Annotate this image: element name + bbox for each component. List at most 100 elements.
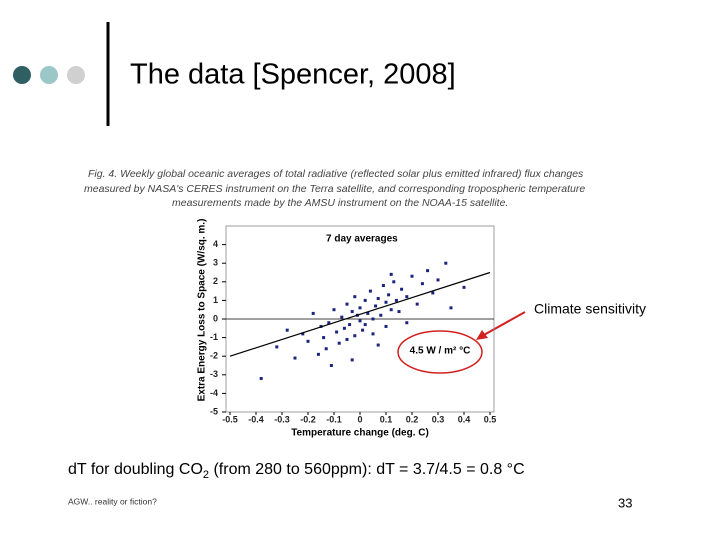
point	[316, 352, 320, 356]
highlight-ellipse	[397, 330, 483, 374]
point	[381, 284, 385, 288]
point	[363, 298, 367, 302]
point	[394, 298, 398, 302]
point	[345, 337, 349, 341]
x-tick-label: -0.1	[326, 414, 342, 424]
x-tick-label: -0.4	[248, 414, 264, 424]
y-axis-label: Extra Energy Loss to Space (W/sq. m.)	[197, 219, 208, 402]
point	[327, 321, 331, 325]
point	[371, 317, 375, 321]
point	[415, 302, 419, 306]
point	[353, 295, 357, 299]
chart-subtitle: 7 day averages	[326, 234, 398, 245]
point	[324, 347, 328, 351]
point	[384, 324, 388, 328]
subscript: 2	[203, 469, 209, 481]
point	[371, 332, 375, 336]
x-tick-label: -0.5	[222, 414, 238, 424]
point	[342, 326, 346, 330]
point	[444, 261, 448, 265]
point	[379, 313, 383, 317]
arrow	[481, 311, 526, 337]
point	[426, 269, 430, 273]
point	[389, 272, 393, 276]
point	[358, 306, 362, 310]
chart: 4 3 2 1 0 -1 -2 -3 -4 -5 -0.5 -0.4 -0.3 -0.2 -0.1 0 0.1 0…	[197, 219, 497, 439]
point	[462, 285, 466, 289]
bullet-dot	[40, 66, 58, 84]
point	[384, 300, 388, 304]
point	[337, 341, 341, 345]
point	[259, 377, 263, 381]
point	[436, 278, 440, 282]
point	[293, 356, 297, 360]
fit-line	[229, 271, 491, 357]
y-tick-label: -2	[210, 351, 218, 361]
point	[275, 345, 279, 349]
point	[348, 323, 352, 327]
point	[361, 328, 365, 332]
x-axis-label: Temperature change (deg. C)	[291, 428, 429, 439]
x-tick-label: 0.2	[406, 414, 419, 424]
slide-title: The data [Spencer, 2008]	[130, 59, 456, 91]
point	[306, 339, 310, 343]
point	[368, 289, 372, 293]
x-tick-label: -0.2	[300, 414, 316, 424]
y-tick-label: -3	[210, 369, 218, 379]
point	[358, 319, 362, 323]
point	[345, 302, 349, 306]
y-tick-label: 0	[213, 313, 218, 323]
x-tick-label: 0.5	[484, 414, 497, 424]
x-tick-label: 0.1	[380, 414, 393, 424]
point	[397, 310, 401, 314]
point	[449, 306, 453, 310]
point	[374, 304, 378, 308]
point	[431, 291, 435, 295]
point	[311, 311, 315, 315]
arrow-head	[476, 330, 488, 340]
point	[332, 308, 336, 312]
point	[353, 334, 357, 338]
point	[301, 332, 305, 336]
point	[405, 321, 409, 325]
point	[376, 343, 380, 347]
point	[410, 274, 414, 278]
formula-text: dT for doubling CO	[68, 461, 203, 478]
x-tick-label: 0	[357, 414, 362, 424]
point	[335, 330, 339, 334]
x-tick-label: -0.3	[274, 414, 290, 424]
point	[400, 287, 404, 291]
point	[389, 308, 393, 312]
caption-line: Fig. 4. Weekly global oceanic averages o…	[88, 168, 584, 180]
formula: dT for doubling CO2 (from 280 to 560ppm)…	[68, 461, 525, 481]
x-tick-label: 0.4	[458, 414, 471, 424]
point	[363, 323, 367, 327]
caption-line: measurements made by the AMSU instrument…	[172, 197, 508, 209]
y-tick-label: 4	[213, 239, 218, 249]
point	[392, 280, 396, 284]
point	[350, 358, 354, 362]
y-tick-label: -1	[210, 332, 218, 342]
point	[420, 282, 424, 286]
y-tick-label: 3	[213, 258, 218, 268]
point	[329, 364, 333, 367]
point	[366, 311, 370, 315]
footer: AGW.. reality or fiction?	[68, 496, 157, 506]
annotation: Climate sensitivity	[534, 301, 646, 317]
bullet-dot	[13, 66, 31, 84]
point	[387, 293, 391, 297]
point	[405, 295, 409, 299]
fit-label: 4.5 W / m² °C	[410, 346, 471, 357]
y-tick-label: 2	[213, 276, 218, 286]
y-tick-label: 1	[213, 295, 218, 305]
point	[322, 336, 326, 340]
point	[376, 297, 380, 301]
x-tick-label: 0.3	[432, 414, 445, 424]
y-tick-label: -4	[210, 388, 218, 398]
point	[340, 315, 344, 319]
formula-text: (from 280 to 560ppm): dT = 3.7/4.5 = 0.8…	[209, 461, 525, 478]
page-number: 33	[618, 495, 632, 510]
point	[350, 310, 354, 314]
